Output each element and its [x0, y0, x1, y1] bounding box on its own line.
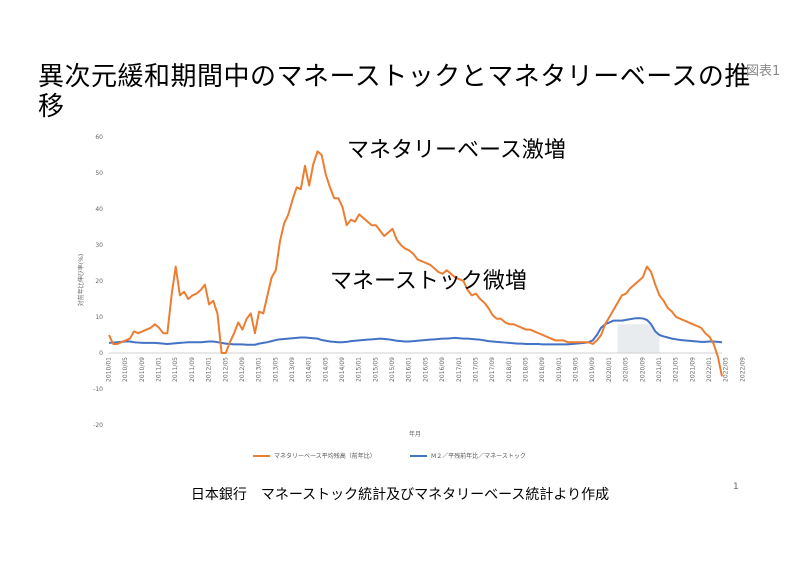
x-tick-label: 2014/05 [322, 357, 329, 382]
y-tick-label: 10 [95, 314, 103, 321]
annotation-monetary-base: マネタリーベース激増 [347, 138, 566, 163]
x-tick-label: 2016/05 [422, 357, 429, 382]
annotation-money-stock: マネーストック微増 [330, 269, 527, 294]
legend-label-monetary-base: マネタリーベース平均残高（前年比） [274, 452, 376, 460]
x-axis-ticks: 2010/01 2010/05 2010/09 2011/01 2011/05 2011/… [106, 357, 747, 382]
x-tick-label: 2012/05 [222, 357, 229, 382]
x-tick-label: 2010/05 [122, 357, 129, 382]
y-tick-label: -20 [93, 422, 103, 429]
x-tick-label: 2022/09 [739, 357, 746, 382]
page-title: 異次元緩和期間中のマネーストックとマネタリーベースの推移 [38, 62, 751, 122]
x-tick-label: 2021/05 [673, 357, 680, 382]
x-tick-label: 2013/01 [256, 357, 263, 382]
x-tick-label: 2011/01 [156, 357, 163, 382]
series-line-money-stock [108, 317, 723, 346]
legend-label-money-stock: M２／平残前年比／マネーストック [431, 452, 526, 460]
x-tick-label: 2019/01 [556, 357, 563, 382]
x-tick-label: 2011/05 [172, 357, 179, 382]
x-tick-label: 2022/05 [723, 357, 730, 382]
x-tick-label: 2017/09 [489, 357, 496, 382]
x-tick-label: 2019/05 [573, 357, 580, 382]
x-tick-label: 2012/09 [239, 357, 246, 382]
y-tick-label: -10 [93, 386, 103, 393]
x-tick-label: 2016/09 [439, 357, 446, 382]
y-tick-label: 50 [95, 170, 103, 177]
x-tick-label: 2022/01 [706, 357, 713, 382]
y-tick-label: 30 [95, 242, 103, 249]
x-tick-label: 2015/05 [372, 357, 379, 382]
x-tick-label: 2012/01 [206, 357, 213, 382]
x-tick-label: 2011/09 [189, 357, 196, 382]
series-lines [108, 150, 723, 377]
x-tick-label: 2020/01 [606, 357, 613, 382]
y-axis-ticks: 60 50 40 30 20 10 0 -10 -20 [93, 134, 103, 429]
x-tick-label: 2015/01 [356, 357, 363, 382]
x-tick-label: 2013/05 [272, 357, 279, 382]
x-tick-label: 2020/05 [623, 357, 630, 382]
x-tick-label: 2018/05 [523, 357, 530, 382]
y-axis-label: 対前年比伸び率(%) [77, 254, 85, 306]
x-tick-label: 2018/01 [506, 357, 513, 382]
money-stock-shading [617, 324, 660, 353]
x-tick-label: 2017/01 [456, 357, 463, 382]
x-tick-label: 2020/09 [639, 357, 646, 382]
x-tick-label: 2014/01 [306, 357, 313, 382]
x-tick-label: 2017/05 [472, 357, 479, 382]
legend: マネタリーベース平均残高（前年比） M２／平残前年比／マネーストック [253, 452, 526, 460]
x-tick-label: 2019/09 [589, 357, 596, 382]
shaded-region [617, 324, 660, 353]
source-note: 日本銀行 マネーストック統計及びマネタリーベース統計より作成 [190, 487, 610, 503]
x-axis-label: 年月 [409, 430, 421, 438]
x-tick-label: 2014/09 [339, 357, 346, 382]
x-tick-label: 2015/09 [389, 357, 396, 382]
page-number: 1 [733, 482, 739, 492]
x-tick-label: 2010/01 [106, 357, 113, 382]
y-tick-label: 60 [95, 134, 103, 141]
series-line-monetary-base [108, 150, 723, 377]
y-tick-label: 40 [95, 206, 103, 213]
x-tick-label: 2021/01 [656, 357, 663, 382]
y-tick-label: 20 [95, 278, 103, 285]
x-tick-label: 2016/01 [406, 357, 413, 382]
x-tick-label: 2010/09 [139, 357, 146, 382]
y-tick-label: 0 [99, 350, 103, 357]
x-tick-label: 2018/09 [539, 357, 546, 382]
figure-label: 図表1 [746, 64, 781, 79]
x-tick-label: 2013/09 [289, 357, 296, 382]
x-tick-label: 2021/09 [689, 357, 696, 382]
